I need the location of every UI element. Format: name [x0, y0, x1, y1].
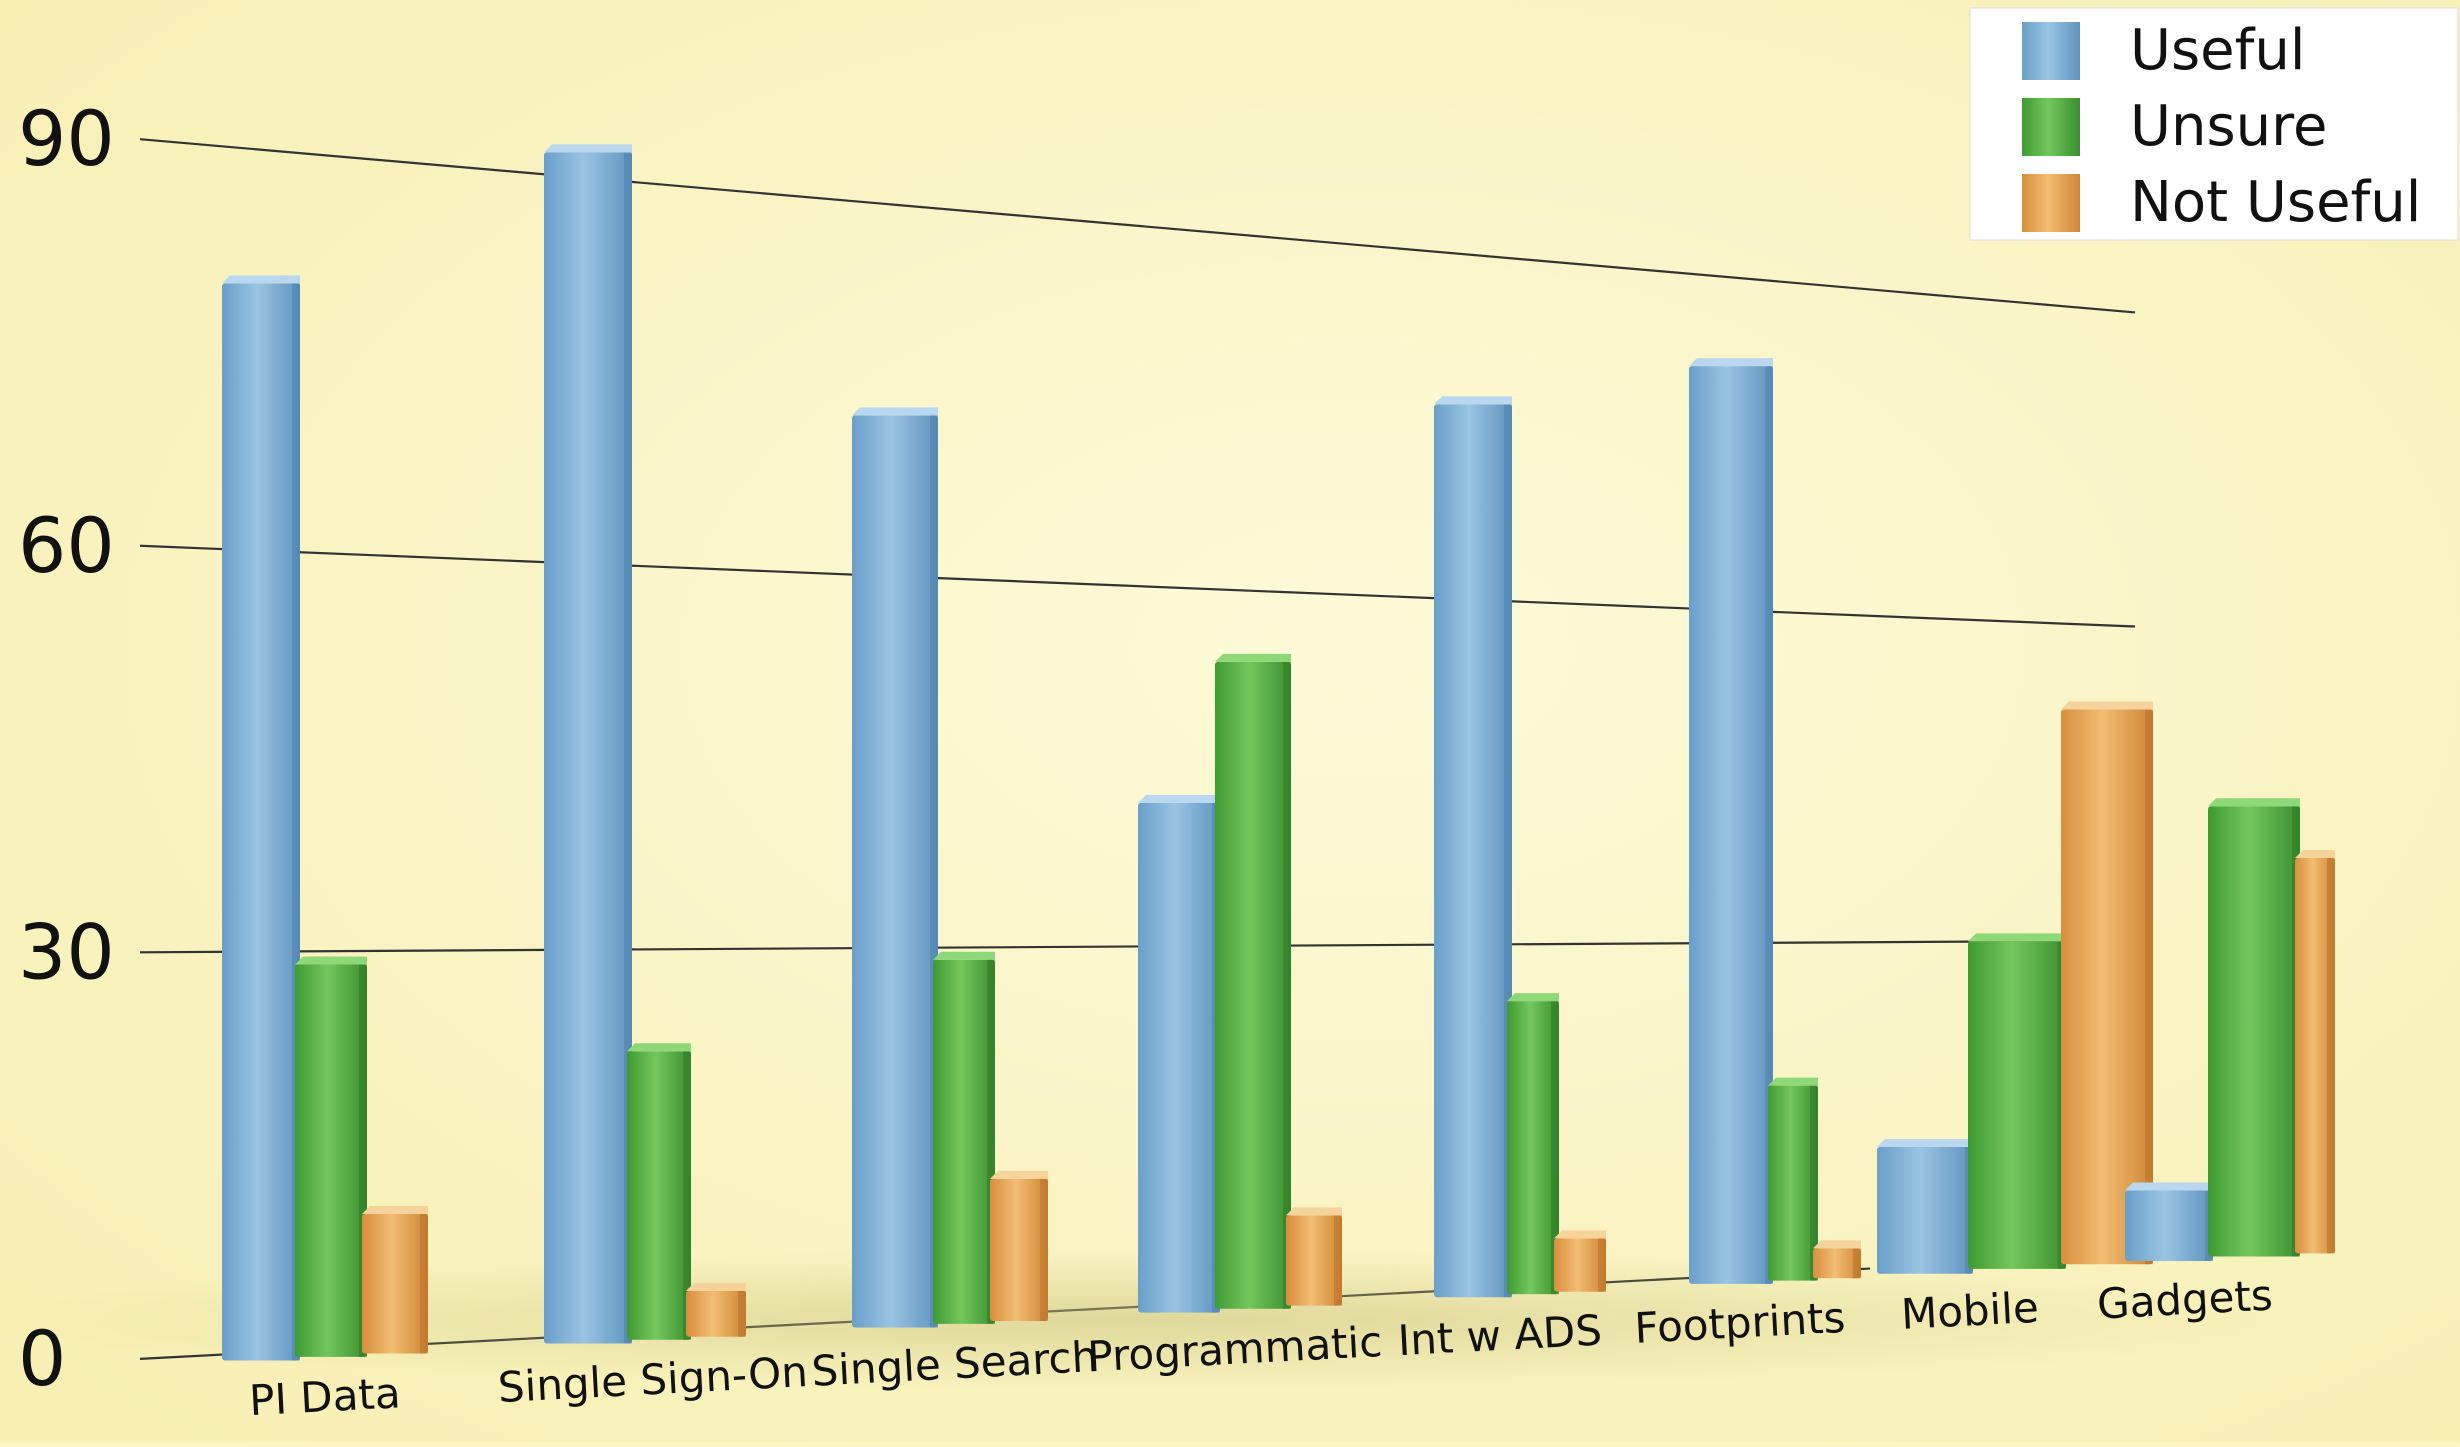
x-label-footprints: Footprints [1633, 1293, 1846, 1353]
bar-single-sign-on-useful [544, 144, 632, 1344]
legend-label-unsure: Unsure [2130, 94, 2327, 159]
legend-swatch-unsure [2022, 98, 2080, 156]
bar-mobile-useful [1877, 1138, 1973, 1274]
legend-swatch-not-useful [2022, 174, 2080, 232]
bar-single-search-useful [852, 407, 938, 1328]
x-label-mobile: Mobile [1900, 1283, 2040, 1339]
bar-single-search-unsure [933, 951, 995, 1324]
bar-gadgets-unsure [2208, 798, 2300, 1257]
bar-single-search-not-useful [990, 1170, 1048, 1321]
bar-single-sign-on-unsure [627, 1043, 691, 1340]
bar-footprints-not-useful [1813, 1240, 1861, 1279]
bar-footprints-unsure [1768, 1077, 1818, 1281]
bar-gadgets-useful [2125, 1182, 2213, 1261]
y-tick-label-60: 60 [18, 501, 115, 590]
bar-programmatic-useful [1138, 794, 1220, 1313]
bar-int-w-ads-not-useful [1554, 1230, 1606, 1292]
x-label-gadgets: Gadgets [2096, 1271, 2274, 1329]
bar-int-w-ads-unsure [1507, 993, 1559, 1295]
y-tick-label-30: 30 [18, 907, 115, 996]
bar-pi-data-not-useful [362, 1205, 428, 1354]
y-tick-label-90: 90 [18, 94, 115, 183]
bar-programmatic-unsure [1215, 653, 1291, 1309]
bar-gadgets-not-useful [2295, 850, 2335, 1254]
bars [0, 144, 2335, 1390]
bar-int-w-ads-useful [1434, 396, 1512, 1298]
legend-label-not-useful: Not Useful [2130, 170, 2421, 235]
x-label-int-w-ads: Int w ADS [1397, 1306, 1604, 1366]
bar-programmatic-not-useful [1286, 1207, 1342, 1306]
bar-footprints-useful [1689, 358, 1773, 1284]
bar-mobile-unsure [1968, 933, 2066, 1269]
bar-pi-data-unsure [295, 956, 367, 1357]
legend-swatch-useful [2022, 22, 2080, 80]
bar-single-sign-on-not-useful [686, 1282, 746, 1337]
legend: Useful Unsure Not Useful [1969, 7, 2459, 241]
legend-label-useful: Useful [2130, 18, 2305, 83]
bar-pi-data-useful [222, 275, 300, 1361]
x-label-pi-data: PI Data [248, 1368, 402, 1425]
gridline-60 [139, 544, 2136, 628]
bar-mobile-not-useful [2061, 701, 2153, 1265]
gridline-90 [139, 138, 2136, 314]
gridline-30 [139, 939, 2101, 954]
